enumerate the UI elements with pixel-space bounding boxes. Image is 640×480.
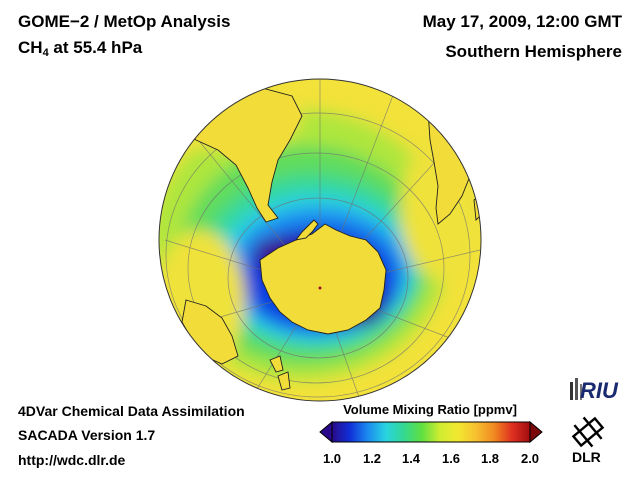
region-label: Southern Hemisphere bbox=[445, 42, 622, 61]
species-level: at 55.4 hPa bbox=[48, 38, 143, 57]
species-main: CH bbox=[18, 38, 43, 57]
colorbar-tick: 1.0 bbox=[322, 451, 342, 466]
south-pole-marker bbox=[318, 286, 322, 290]
date-label: May 17, 2009, 12:00 GMT bbox=[422, 12, 622, 31]
colorbar-ticks: 1.0 1.2 1.4 1.6 1.8 2.0 bbox=[318, 451, 544, 467]
globe-outline bbox=[158, 78, 482, 402]
map-title: GOME−2 / MetOp Analysis bbox=[18, 12, 231, 31]
colorbar-tick: 2.0 bbox=[520, 451, 540, 466]
footer-url[interactable]: http://wdc.dlr.de bbox=[18, 452, 126, 468]
footer-method: 4DVar Chemical Data Assimilation bbox=[18, 403, 245, 419]
colorbar-max-arrow bbox=[529, 420, 543, 444]
footer-version: SACADA Version 1.7 bbox=[18, 427, 156, 443]
dlr-logo-icon: DLR bbox=[571, 416, 605, 465]
riu-logo-icon: RIU bbox=[570, 378, 619, 403]
colorbar-tick: 1.4 bbox=[401, 451, 421, 466]
colorbar-tick: 1.2 bbox=[362, 451, 382, 466]
colorbar bbox=[331, 421, 531, 443]
colorbar-title: Volume Mixing Ratio [ppmv] bbox=[343, 402, 517, 417]
species-subscript: 4 bbox=[42, 47, 49, 59]
colorbar-tick: 1.6 bbox=[441, 451, 461, 466]
riu-logo-text: RIU bbox=[580, 378, 619, 403]
colorbar-min-arrow bbox=[319, 420, 333, 444]
colorbar-tick: 1.8 bbox=[480, 451, 500, 466]
dlr-logo-text: DLR bbox=[572, 449, 601, 465]
species-label: CH4 at 55.4 hPa bbox=[18, 38, 142, 59]
